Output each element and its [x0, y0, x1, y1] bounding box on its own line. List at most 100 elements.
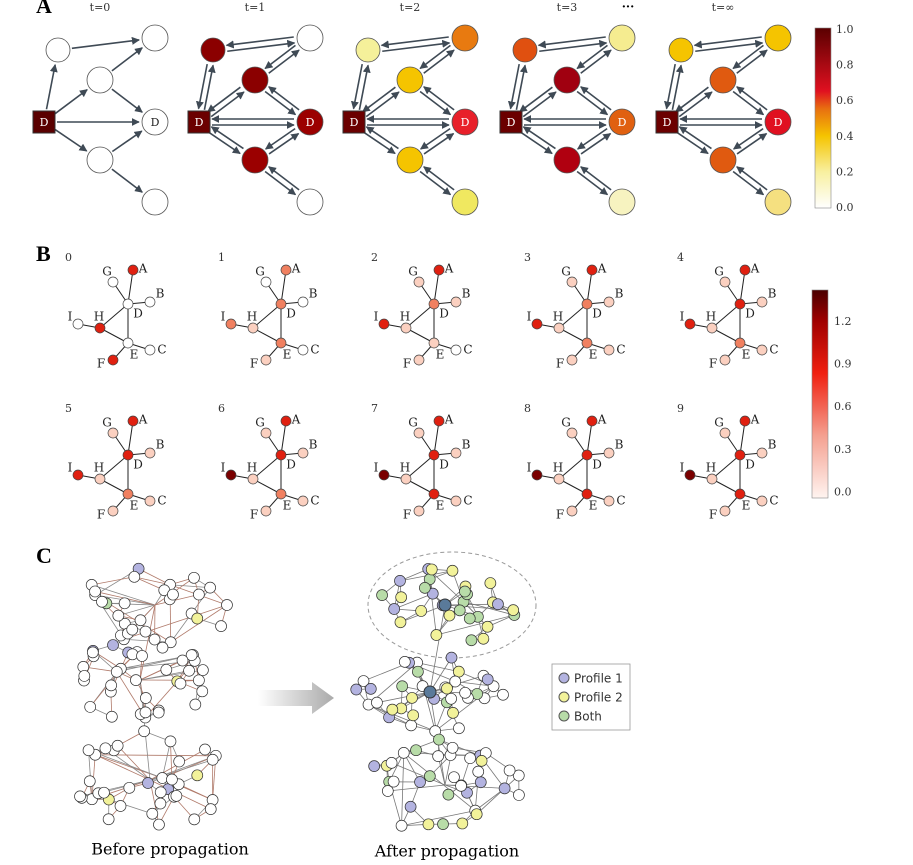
- node: [154, 786, 167, 799]
- edge: [170, 741, 173, 780]
- legend-swatch: [558, 710, 570, 722]
- node: [445, 692, 457, 705]
- edge: [95, 754, 151, 781]
- node: [428, 337, 440, 349]
- node: [463, 612, 476, 625]
- column-title: t=1: [245, 1, 266, 14]
- node-label: B: [309, 287, 318, 301]
- edge: [580, 166, 612, 191]
- edge: [394, 593, 433, 610]
- legend-label: Profile 1: [574, 672, 623, 686]
- node-label: B: [462, 287, 471, 301]
- node: [442, 788, 455, 801]
- node: [107, 639, 119, 651]
- node: [387, 775, 400, 788]
- node: [719, 276, 731, 288]
- node: [459, 686, 471, 699]
- edge: [678, 91, 713, 118]
- edge: [586, 269, 593, 305]
- node: [199, 743, 211, 756]
- node: [470, 808, 483, 821]
- node-label: E: [589, 499, 598, 513]
- edge: [586, 420, 593, 456]
- node: [368, 760, 381, 772]
- colorbar: [814, 27, 832, 209]
- edge: [419, 90, 452, 116]
- edge: [111, 168, 143, 193]
- node-label: E: [130, 499, 139, 513]
- edge: [117, 745, 151, 781]
- node: [581, 488, 593, 500]
- edge: [111, 88, 143, 113]
- node: [215, 620, 227, 632]
- node: [452, 665, 465, 678]
- node: [99, 742, 112, 755]
- colorbar-tick: 0.8: [836, 59, 854, 72]
- edge: [268, 49, 300, 74]
- node-label: C: [310, 343, 319, 357]
- node: [406, 692, 418, 704]
- node: [204, 803, 217, 815]
- edge: [419, 44, 451, 70]
- node: [136, 650, 148, 662]
- caption: After propagation: [374, 842, 519, 861]
- node: [139, 692, 152, 704]
- node: [405, 719, 417, 732]
- node: [45, 37, 71, 63]
- edge: [99, 303, 129, 329]
- edge: [401, 810, 476, 827]
- node: [709, 146, 737, 174]
- node-label: D: [461, 116, 470, 129]
- edge: [732, 44, 764, 70]
- node-label: E: [130, 348, 139, 362]
- edge: [519, 131, 553, 155]
- node-label: I: [374, 461, 379, 475]
- node: [388, 603, 401, 615]
- node: [413, 427, 425, 439]
- node: [450, 344, 462, 356]
- node-label: F: [709, 508, 717, 522]
- node: [118, 597, 131, 610]
- node: [297, 296, 309, 308]
- node: [428, 449, 440, 461]
- edge: [361, 86, 396, 113]
- node: [684, 318, 696, 330]
- node: [84, 701, 97, 713]
- node: [709, 66, 737, 94]
- edge: [433, 269, 440, 305]
- node: [395, 591, 408, 604]
- edge: [474, 788, 505, 811]
- step-label: 5: [65, 402, 72, 415]
- node-label: F: [250, 357, 258, 371]
- node: [275, 449, 287, 461]
- node: [127, 415, 139, 427]
- node: [424, 770, 436, 782]
- edge: [350, 63, 363, 110]
- node: [280, 264, 292, 276]
- node-label: H: [247, 310, 257, 324]
- node: [134, 614, 147, 627]
- edge: [280, 269, 287, 305]
- node: [407, 709, 420, 722]
- node: [138, 725, 150, 738]
- edge: [558, 303, 588, 329]
- node: [141, 108, 169, 136]
- edge: [53, 88, 88, 115]
- edge: [380, 36, 449, 49]
- node: [443, 609, 456, 622]
- node-label: C: [463, 494, 472, 508]
- node: [86, 66, 114, 94]
- node: [426, 587, 439, 600]
- edge: [376, 691, 431, 704]
- node: [144, 344, 156, 356]
- node: [260, 276, 272, 288]
- node: [566, 427, 578, 439]
- node-label: D: [133, 307, 143, 321]
- node: [553, 146, 581, 174]
- node: [477, 632, 490, 645]
- node-label: D: [745, 307, 755, 321]
- node: [225, 318, 237, 330]
- node: [204, 581, 216, 594]
- node: [396, 680, 409, 693]
- node: [241, 66, 269, 94]
